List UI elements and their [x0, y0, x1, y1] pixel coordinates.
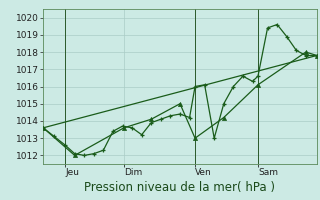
- X-axis label: Pression niveau de la mer( hPa ): Pression niveau de la mer( hPa ): [84, 181, 276, 194]
